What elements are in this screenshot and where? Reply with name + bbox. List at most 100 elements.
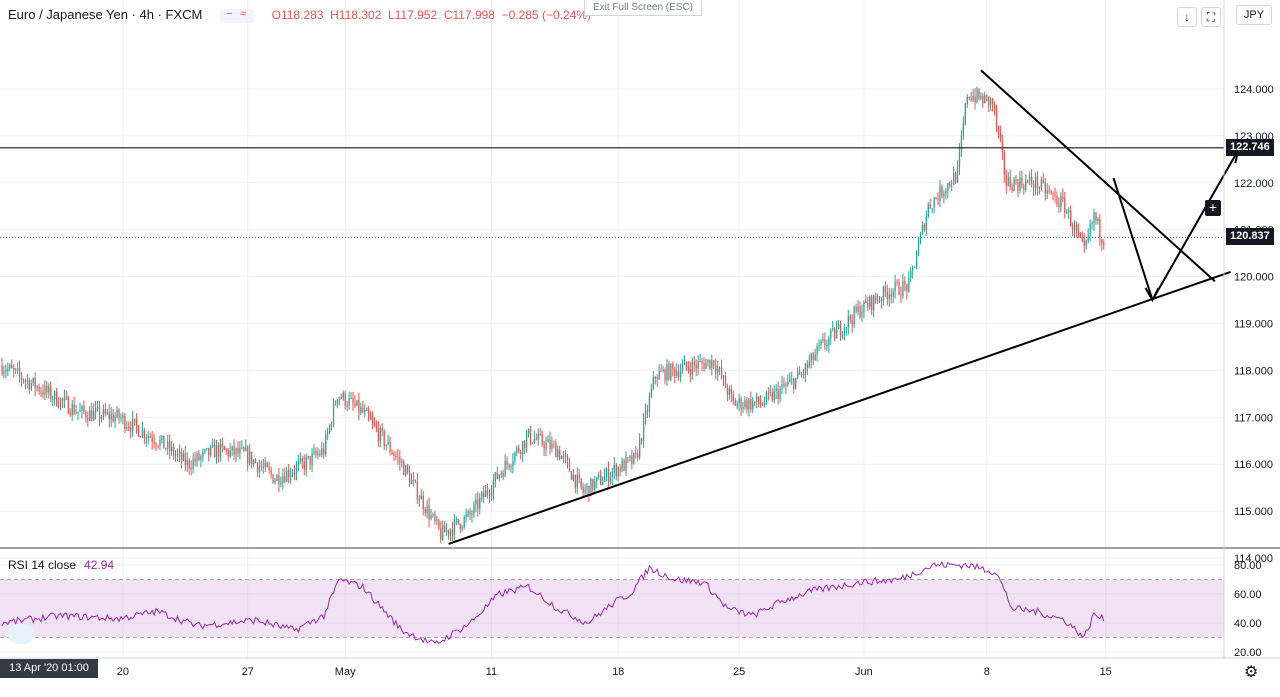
candle-body	[986, 95, 988, 97]
candle-body	[116, 409, 118, 417]
time-tick-label: 15	[1100, 666, 1112, 678]
candle-body	[243, 447, 245, 451]
rsi-label[interactable]: RSI 14 close	[8, 558, 77, 572]
candle-body	[364, 410, 366, 413]
candle-body	[898, 282, 900, 295]
candle-body	[664, 369, 666, 381]
candle-body	[11, 365, 13, 369]
candle-body	[763, 402, 766, 406]
price-tick-label: 118.000	[1234, 365, 1273, 377]
candle-body	[442, 525, 444, 540]
candle-body	[527, 428, 530, 436]
fullscreen-icon[interactable]: ⛶	[1201, 7, 1221, 27]
candle-body	[808, 361, 810, 368]
symbol-title[interactable]: Euro / Japanese Yen · 4h · FXCM	[8, 7, 203, 22]
download-icon[interactable]: ↓	[1177, 7, 1197, 27]
candle-body	[851, 320, 853, 325]
candle-body	[260, 466, 263, 468]
candle-body	[184, 453, 186, 466]
candle-body	[672, 363, 674, 369]
candle-body	[802, 374, 805, 376]
candle-body	[418, 499, 420, 501]
candle-body	[485, 490, 487, 498]
exit-fullscreen-button[interactable]: Exit Full Screen (ESC)	[584, 0, 702, 16]
candle-body	[69, 413, 71, 415]
candle-body	[508, 464, 510, 468]
candle-body	[512, 461, 514, 467]
candle-body	[143, 429, 146, 439]
candle-body	[174, 454, 177, 456]
candle-body	[947, 183, 949, 192]
candle-body	[602, 481, 604, 485]
candle-body	[457, 518, 459, 524]
candle-body	[820, 340, 822, 345]
candle-body	[836, 328, 838, 339]
candle-body	[759, 403, 762, 405]
candle-body	[962, 123, 965, 136]
candle-body	[414, 479, 417, 482]
add-plus-icon[interactable]: +	[1205, 200, 1221, 216]
candle-body	[87, 417, 89, 421]
candle-body	[1005, 174, 1007, 186]
candle-body	[338, 397, 341, 400]
candle-body	[455, 518, 458, 520]
candle-body	[890, 294, 892, 297]
candle-body	[46, 385, 48, 393]
candle-body	[869, 296, 871, 308]
candle-body	[167, 441, 169, 449]
candle-body	[173, 446, 175, 456]
candle-body	[42, 391, 44, 395]
candle-body	[200, 456, 202, 460]
candle-body	[939, 186, 941, 201]
candle-body	[689, 369, 692, 375]
candle-body	[196, 453, 198, 462]
candle-body	[139, 436, 142, 438]
candle-body	[157, 445, 159, 447]
candle-body	[212, 444, 214, 447]
candle-body	[1054, 194, 1056, 197]
candle-body	[444, 525, 446, 533]
candle-body	[1071, 226, 1074, 230]
candle-body	[85, 412, 87, 418]
candle-body	[17, 368, 19, 370]
candle-body	[793, 378, 795, 389]
candle-body	[945, 191, 947, 194]
candle-body	[847, 315, 849, 327]
candle-body	[496, 472, 498, 479]
candle-body	[13, 368, 15, 370]
candle-body	[1034, 176, 1037, 188]
candle-body	[600, 475, 602, 485]
candle-body	[477, 499, 479, 509]
candle-body	[32, 377, 34, 384]
candle-body	[734, 400, 736, 406]
candle-body	[126, 426, 128, 429]
candle-body	[223, 446, 225, 450]
candle-body	[428, 505, 430, 520]
currency-button[interactable]: JPY	[1236, 5, 1272, 25]
tradingview-logo-icon[interactable]	[8, 624, 34, 644]
settings-gear-icon[interactable]: ⚙	[1244, 664, 1259, 681]
rsi-tick-label: 20.00	[1234, 647, 1262, 659]
candle-body	[720, 367, 723, 378]
candle-body	[1056, 196, 1058, 205]
candle-body	[563, 455, 565, 457]
candle-body	[748, 399, 750, 410]
candle-body	[559, 449, 561, 460]
candle-body	[596, 476, 598, 482]
candle-body	[188, 460, 190, 469]
candle-body	[317, 453, 319, 455]
candle-body	[882, 286, 885, 301]
candle-body	[931, 208, 933, 210]
candle-body	[350, 397, 352, 399]
price-tick-label: 119.000	[1234, 319, 1273, 331]
candle-body	[627, 457, 629, 459]
candle-body	[658, 370, 660, 380]
candle-body	[225, 449, 227, 451]
series-toggle[interactable]: − ≈	[220, 8, 255, 23]
candle-body	[865, 300, 867, 303]
rsi-line	[1, 560, 1105, 645]
candle-body	[535, 438, 537, 440]
candle-body	[683, 361, 686, 366]
candle-body	[383, 431, 385, 446]
